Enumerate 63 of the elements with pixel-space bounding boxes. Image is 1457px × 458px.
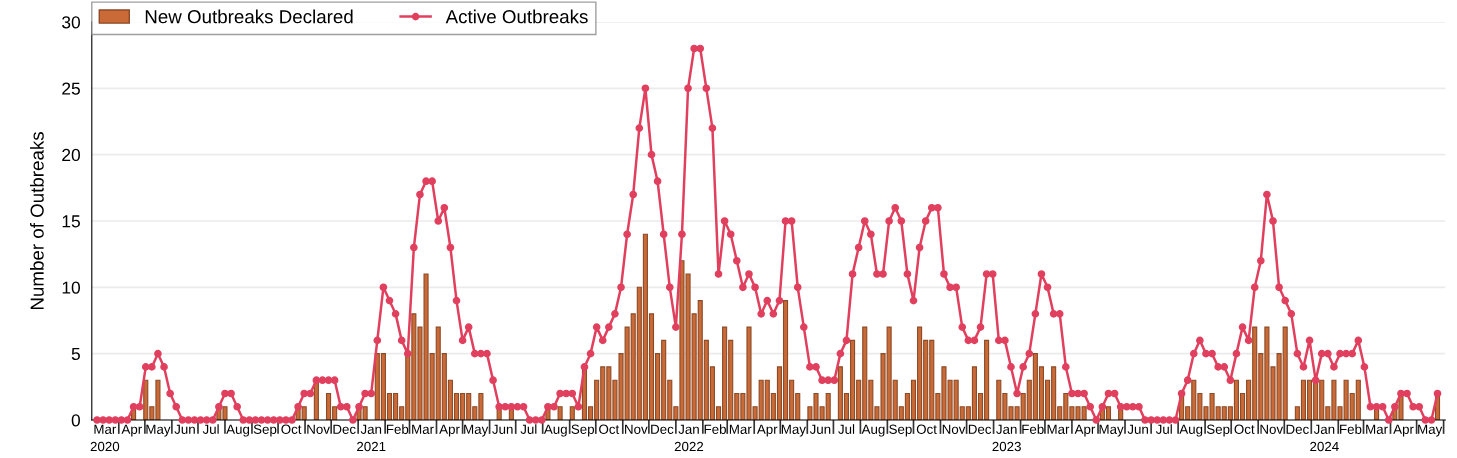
x-tick-label: Mar 2020 bbox=[90, 424, 120, 452]
y-tick-label: 20 bbox=[62, 148, 80, 162]
x-tick-label: Jul bbox=[838, 424, 855, 434]
bar bbox=[569, 406, 575, 420]
x-tick-label: Jun bbox=[174, 424, 195, 434]
x-tick-label: Oct bbox=[1234, 424, 1255, 434]
legend-label: Active Outbreaks bbox=[445, 9, 588, 24]
x-tick-label: Sep bbox=[253, 424, 277, 437]
x-tick-label: Feb bbox=[386, 424, 409, 434]
y-tick-label: 30 bbox=[62, 16, 80, 29]
x-tick-label: Apr bbox=[439, 424, 460, 437]
y-tick-label: 5 bbox=[71, 348, 80, 361]
x-tick-label: Sep bbox=[1206, 424, 1230, 437]
x-tick-label: Mar bbox=[729, 424, 752, 434]
x-tick-label: Feb bbox=[1340, 424, 1362, 434]
bar bbox=[557, 406, 563, 420]
x-tick-label: Apr bbox=[756, 424, 778, 437]
x-tick-label: Oct bbox=[281, 424, 302, 434]
x-tick-label: Dec bbox=[333, 424, 356, 434]
x-tick-label: May bbox=[464, 424, 489, 437]
y-axis-title: Number of Outbreaks bbox=[30, 132, 44, 310]
x-tick-label: Dec bbox=[1286, 424, 1309, 434]
x-tick-label: Sep bbox=[889, 424, 912, 437]
x-tick-label: Jan 2021 bbox=[357, 424, 386, 452]
x-tick-label: Mar bbox=[412, 424, 434, 434]
x-tick-label: Feb bbox=[704, 424, 726, 434]
x-tick-label: Jun bbox=[1127, 424, 1148, 434]
x-tick-label: Nov bbox=[307, 424, 330, 434]
x-tick-label: Nov bbox=[1260, 424, 1284, 434]
y-tick-label: 15 bbox=[62, 215, 80, 228]
x-tick-label: Dec bbox=[968, 424, 992, 434]
x-tick-label: Jul bbox=[202, 424, 219, 434]
x-tick-label: Oct bbox=[916, 424, 937, 434]
x-tick-label: Jul bbox=[520, 424, 537, 434]
x-tick-label: Aug bbox=[1179, 424, 1203, 437]
x-tick-label: Jun bbox=[809, 424, 831, 434]
x-tick-label: Apr bbox=[1074, 424, 1096, 437]
x-tick-label: Jun bbox=[492, 424, 513, 434]
x-tick-label: Mar bbox=[1366, 424, 1388, 434]
x-tick-label: Dec bbox=[651, 424, 674, 434]
x-tick-label: Apr bbox=[1393, 424, 1414, 437]
x-tick-label: Aug bbox=[226, 424, 250, 437]
legend-label: New Outbreaks Declared bbox=[145, 9, 353, 24]
x-tick-label: Aug bbox=[861, 424, 885, 437]
x-tick-label: Feb bbox=[1022, 424, 1044, 434]
y-tick-label: 0 bbox=[71, 414, 80, 427]
x-tick-label: Jan 2023 bbox=[992, 424, 1021, 452]
x-tick-label: Nov bbox=[625, 424, 648, 434]
x-tick-label: Jul bbox=[1155, 424, 1172, 434]
x-tick-label: Apr bbox=[121, 424, 142, 437]
x-tick-label: Jan 2024 bbox=[1310, 424, 1339, 452]
x-tick-label: May bbox=[1099, 424, 1124, 437]
x-tick-label: May bbox=[1418, 424, 1443, 437]
x-tick-label: Aug bbox=[543, 424, 567, 437]
x-tick-label: Nov bbox=[942, 424, 966, 434]
x-tick-label: Oct bbox=[599, 424, 620, 434]
y-tick-label: 25 bbox=[62, 82, 80, 95]
x-tick-label: Jan 2022 bbox=[674, 424, 704, 452]
x-tick-label: Sep bbox=[571, 424, 595, 437]
x-tick-label: May bbox=[146, 424, 171, 437]
x-tick-label: Mar bbox=[1047, 424, 1070, 434]
y-tick-label: 10 bbox=[62, 281, 80, 294]
x-tick-label: May bbox=[781, 424, 806, 437]
